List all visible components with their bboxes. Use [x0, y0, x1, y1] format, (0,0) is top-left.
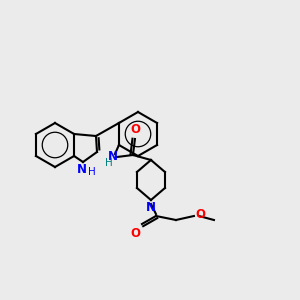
Text: O: O	[130, 123, 140, 136]
Text: H: H	[88, 167, 96, 177]
Text: N: N	[108, 151, 118, 164]
Text: N: N	[146, 201, 156, 214]
Text: O: O	[195, 208, 205, 221]
Text: H: H	[105, 158, 113, 168]
Text: N: N	[77, 163, 87, 176]
Text: O: O	[130, 227, 140, 240]
